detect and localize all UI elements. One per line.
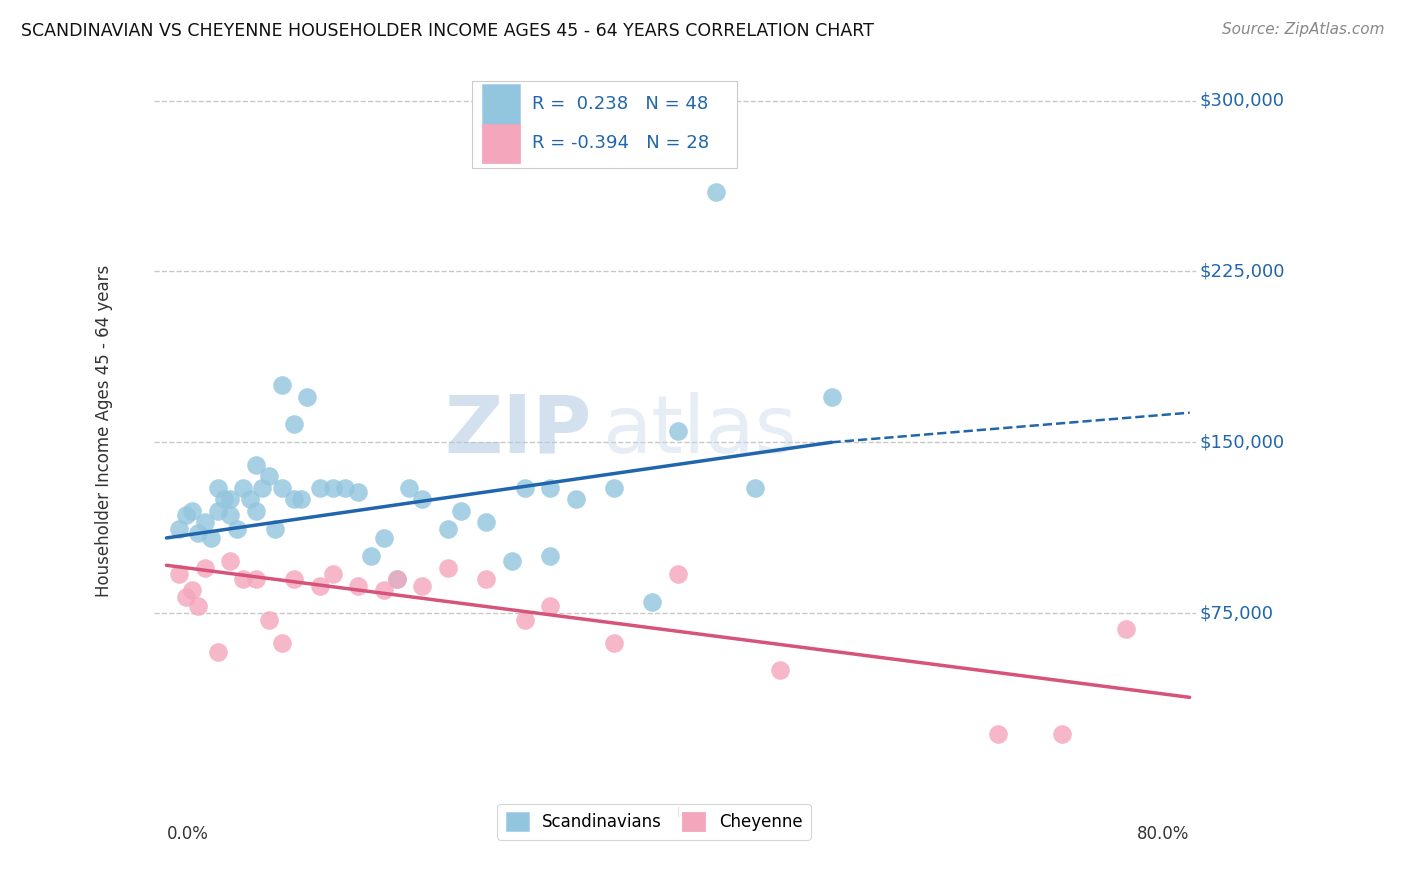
Point (820, 390, 842, 404)
Text: Source: ZipAtlas.com: Source: ZipAtlas.com (1222, 22, 1385, 37)
Point (603, 636, 626, 650)
Point (174, 590, 197, 604)
Point (245, 503, 267, 517)
Point (987, 727, 1010, 741)
Point (475, 515, 498, 529)
Point (225, 522, 247, 536)
Point (706, 185, 728, 199)
Point (207, 645, 229, 659)
Point (373, 531, 395, 545)
Point (373, 583, 395, 598)
Point (283, 492, 305, 507)
FancyBboxPatch shape (482, 85, 520, 123)
Point (219, 554, 242, 568)
Point (283, 572, 305, 586)
Point (187, 526, 209, 541)
Point (174, 508, 197, 523)
Point (322, 567, 344, 582)
Point (167, 567, 190, 582)
Point (538, 599, 561, 614)
Point (347, 579, 370, 593)
Point (436, 560, 458, 574)
Point (666, 567, 689, 582)
Point (538, 549, 561, 563)
Text: Householder Income Ages 45 - 64 years: Householder Income Ages 45 - 64 years (94, 265, 112, 597)
Point (232, 572, 254, 586)
Point (411, 492, 433, 507)
Point (270, 378, 292, 392)
Point (309, 481, 332, 495)
Point (538, 481, 561, 495)
Point (270, 481, 292, 495)
Point (212, 492, 235, 507)
Point (295, 390, 318, 404)
Point (475, 572, 498, 586)
Text: $75,000: $75,000 (1199, 604, 1274, 622)
Point (257, 469, 280, 483)
Text: 0.0%: 0.0% (166, 825, 208, 843)
Point (207, 481, 229, 495)
Point (200, 531, 222, 545)
Point (641, 595, 664, 609)
Point (194, 560, 217, 574)
Point (181, 583, 204, 598)
Text: ZIP: ZIP (444, 392, 592, 470)
Point (194, 515, 217, 529)
Point (238, 492, 260, 507)
FancyBboxPatch shape (482, 123, 520, 162)
Legend: Scandinavians, Cheyenne: Scandinavians, Cheyenne (498, 804, 811, 839)
Text: $225,000: $225,000 (1199, 262, 1285, 280)
Text: R = -0.394   N = 28: R = -0.394 N = 28 (531, 134, 709, 152)
Point (1115, 622, 1137, 636)
Point (769, 663, 792, 677)
Point (283, 417, 305, 431)
Point (252, 481, 274, 495)
Text: $150,000: $150,000 (1199, 434, 1285, 451)
Point (245, 572, 267, 586)
Point (270, 636, 292, 650)
Point (309, 579, 332, 593)
Point (360, 549, 382, 563)
Point (501, 554, 523, 568)
Text: atlas: atlas (602, 392, 796, 470)
Text: $300,000: $300,000 (1199, 92, 1285, 110)
Point (450, 503, 472, 517)
Text: R =  0.238   N = 48: R = 0.238 N = 48 (531, 95, 709, 113)
Point (513, 613, 536, 627)
Point (347, 485, 370, 500)
FancyBboxPatch shape (471, 81, 737, 168)
Text: 80.0%: 80.0% (1137, 825, 1189, 843)
Point (232, 481, 254, 495)
Point (335, 481, 357, 495)
Point (744, 481, 766, 495)
Point (411, 579, 433, 593)
Point (436, 522, 458, 536)
Point (167, 522, 190, 536)
Text: SCANDINAVIAN VS CHEYENNE HOUSEHOLDER INCOME AGES 45 - 64 YEARS CORRELATION CHART: SCANDINAVIAN VS CHEYENNE HOUSEHOLDER INC… (21, 22, 875, 40)
Point (207, 503, 229, 517)
Point (666, 424, 689, 438)
Point (219, 492, 242, 507)
Point (385, 572, 408, 586)
Point (603, 481, 626, 495)
Point (290, 492, 312, 507)
Point (513, 481, 536, 495)
Point (264, 522, 287, 536)
Point (257, 613, 280, 627)
Point (398, 481, 420, 495)
Point (385, 572, 408, 586)
Point (219, 508, 242, 523)
Point (1050, 727, 1073, 741)
Point (245, 458, 267, 472)
Point (564, 492, 586, 507)
Point (187, 599, 209, 614)
Point (322, 481, 344, 495)
Point (181, 503, 204, 517)
